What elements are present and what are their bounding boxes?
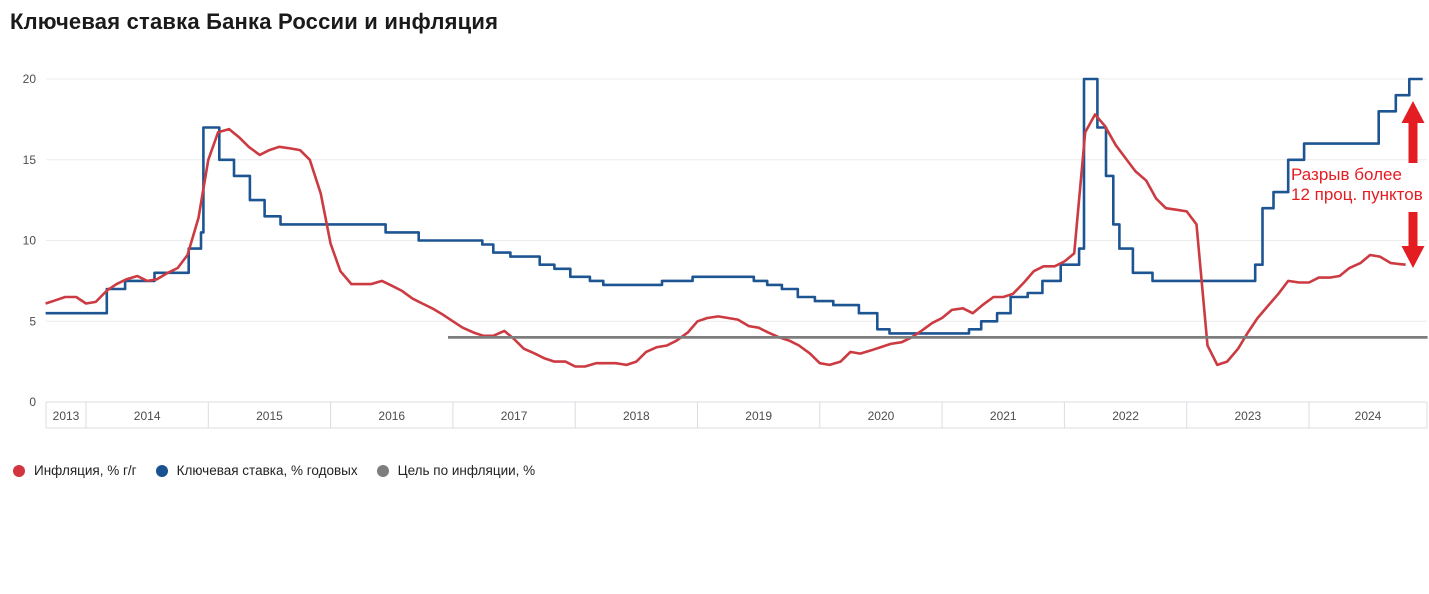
key-rate-line (45, 77, 1423, 335)
x-tick-label-2014: 2014 (134, 409, 161, 423)
x-tick-label-2023: 2023 (1234, 409, 1261, 423)
x-tick-label-2024: 2024 (1355, 409, 1382, 423)
y-tick-label-0: 0 (29, 395, 36, 409)
gap-annotation-line2: 12 проц. пунктов (1291, 185, 1423, 204)
x-tick-label-2013: 2013 (53, 409, 80, 423)
gap-annotation: Разрыв более 12 проц. пунктов (1291, 165, 1423, 205)
x-tick-label-2021: 2021 (990, 409, 1017, 423)
gap-annotation-line1: Разрыв более (1291, 165, 1402, 184)
x-tick-label-2017: 2017 (501, 409, 528, 423)
legend-label-inflation: Инфляция, % г/г (34, 463, 137, 478)
legend-item-target: Цель по инфляции, % (376, 463, 536, 478)
y-tick-label-15: 15 (23, 153, 37, 167)
legend-item-inflation: Инфляция, % г/г (13, 463, 137, 478)
target-swatch-icon (376, 464, 389, 477)
inflation-line (45, 113, 1406, 368)
legend-label-key-rate: Ключевая ставка, % годовых (176, 463, 358, 478)
x-tick-label-2016: 2016 (378, 409, 405, 423)
x-tick-label-2019: 2019 (745, 409, 772, 423)
legend-label-target: Цель по инфляции, % (397, 463, 536, 478)
legend: Инфляция, % г/г Ключевая ставка, % годов… (13, 463, 535, 478)
y-tick-label-5: 5 (29, 314, 36, 328)
legend-item-key-rate: Ключевая ставка, % годовых (155, 463, 358, 478)
x-tick-label-2020: 2020 (868, 409, 895, 423)
chart-title: Ключевая ставка Банка России и инфляция (10, 9, 499, 34)
inflation-swatch-icon (13, 464, 25, 477)
x-tick-label-2018: 2018 (623, 409, 650, 423)
y-tick-label-10: 10 (23, 234, 37, 248)
gap-up-arrow-icon (1401, 101, 1425, 163)
gap-down-arrow-icon (1401, 212, 1425, 268)
key-rate-swatch-icon (155, 464, 168, 477)
x-tick-label-2015: 2015 (256, 409, 283, 423)
x-tick-label-2022: 2022 (1112, 409, 1139, 423)
y-tick-label-20: 20 (23, 72, 37, 86)
